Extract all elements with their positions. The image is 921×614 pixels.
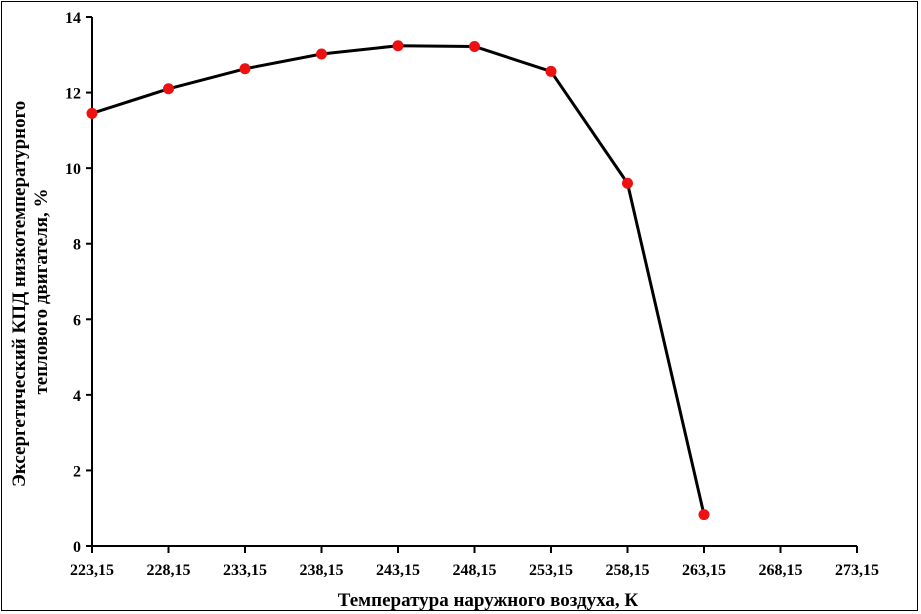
y-axis-title-line-2: теплового двигателя, % — [31, 188, 52, 394]
y-tick-label: 10 — [65, 161, 81, 178]
y-axis-title: Эксергетический КПД низкотемпературного … — [9, 96, 52, 487]
x-tick-label: 268,15 — [759, 562, 803, 579]
x-tick-label: 233,15 — [223, 562, 267, 579]
x-tick-label: 273,15 — [835, 562, 879, 579]
data-point — [469, 40, 480, 52]
x-tick-label: 223,15 — [70, 562, 114, 579]
x-tick-label: 238,15 — [300, 562, 344, 579]
x-tick-label: 243,15 — [376, 562, 420, 579]
x-tick-label: 258,15 — [606, 562, 650, 579]
x-tick-label: 253,15 — [529, 562, 573, 579]
y-tick-label: 4 — [73, 388, 81, 405]
data-point — [316, 48, 327, 60]
x-axis-title: Температура наружного воздуха, К — [338, 590, 639, 611]
data-point — [698, 509, 710, 521]
data-point — [545, 65, 557, 77]
x-axis-ticks: 223,15 228,15 233,15 238,15 243,15 248,15 253,… — [70, 546, 879, 579]
y-tick-label: 12 — [65, 86, 81, 103]
y-axis-ticks: 0 2 4 6 8 10 12 14 — [65, 10, 92, 556]
y-tick-label: 0 — [73, 539, 81, 556]
y-tick-label: 14 — [65, 10, 81, 27]
y-tick-label: 2 — [73, 463, 81, 480]
x-tick-label: 263,15 — [682, 562, 726, 579]
data-point — [622, 177, 633, 189]
x-tick-label: 228,15 — [147, 562, 191, 579]
data-point — [239, 63, 251, 75]
y-tick-label: 6 — [73, 312, 81, 329]
y-axis-title-line-1: Эксергетический КПД низкотемпературного — [9, 101, 30, 487]
y-tick-label: 8 — [73, 237, 81, 254]
series-line — [91, 44, 706, 515]
data-points — [86, 40, 710, 521]
x-tick-label: 248,15 — [453, 562, 497, 579]
data-point — [86, 107, 98, 119]
data-point — [392, 40, 404, 52]
data-point — [163, 83, 174, 95]
